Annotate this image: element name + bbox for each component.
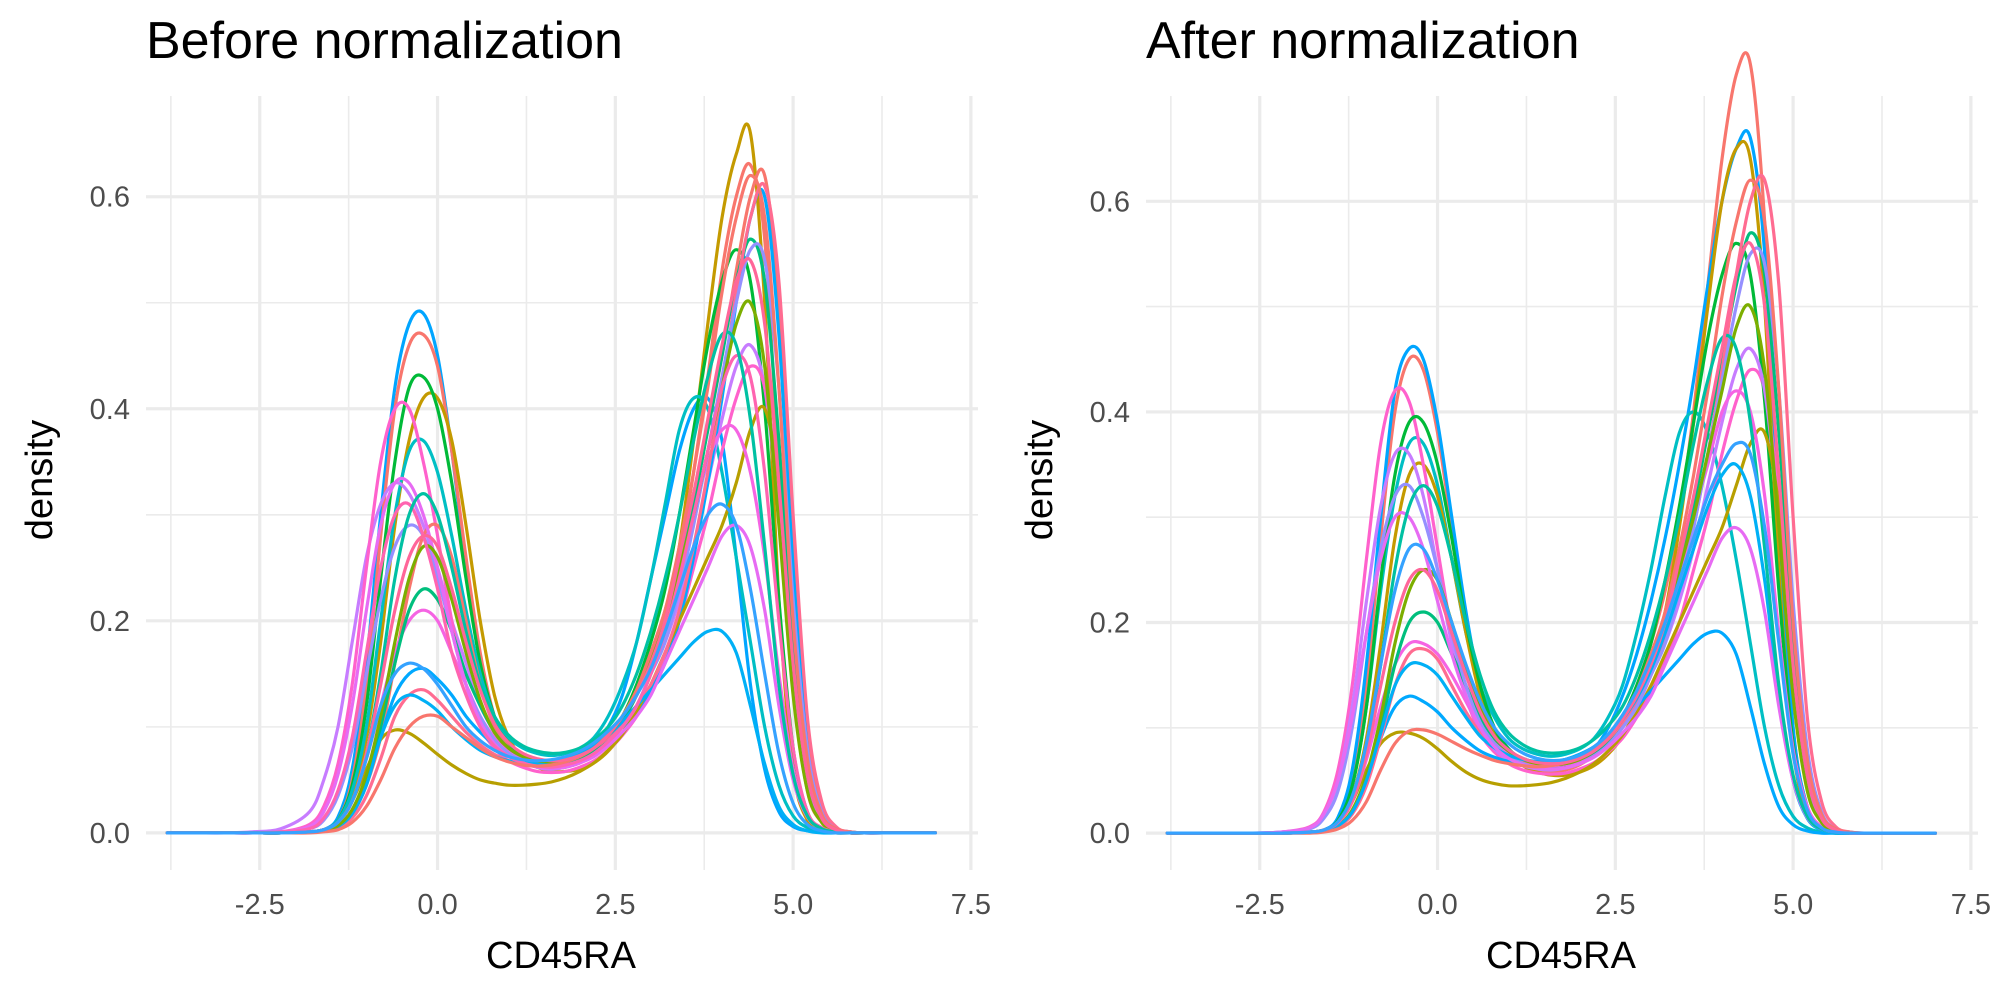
density-curve-4: [1165, 139, 1937, 835]
x-tick-label: 7.5: [951, 889, 991, 921]
y-tick-label: 0.0: [1090, 818, 1130, 850]
density-curve-16: [165, 476, 937, 835]
x-tick-label: 2.5: [1595, 889, 1635, 921]
y-tick-label: 0.2: [1090, 608, 1130, 640]
density-curve-8: [165, 167, 937, 835]
density-curve-16: [1165, 511, 1937, 835]
density-curve-12: [1165, 173, 1937, 835]
density-curves: [1165, 51, 1937, 835]
density-curve-20: [1165, 440, 1937, 835]
x-tick-label: 5.0: [1773, 889, 1813, 921]
density-curve-15: [1165, 462, 1937, 835]
density-curve-1: [1165, 51, 1937, 835]
x-tick-label: 5.0: [773, 889, 813, 921]
x-tick-label: -2.5: [1235, 889, 1285, 921]
x-axis-label: CD45RA: [1486, 935, 1637, 977]
density-curve-6: [1165, 241, 1937, 835]
density-curve-17: [1165, 178, 1937, 835]
density-curve-18: [1165, 333, 1937, 835]
density-curve-20: [165, 330, 937, 835]
density-curve-13: [1165, 246, 1937, 835]
density-curve-4: [165, 248, 937, 835]
panel-after-normalization: After normalization density CD45RA -2.5 0…: [1019, 12, 1991, 977]
tick-labels: -2.5 0.0 2.5 5.0 7.5 0.0 0.2 0.4 0.6: [90, 182, 991, 921]
y-tick-label: 0.6: [1090, 186, 1130, 218]
density-curve-2: [165, 161, 937, 835]
density-curve-18: [165, 353, 937, 835]
y-tick-label: 0.2: [90, 606, 130, 638]
x-tick-label: 0.0: [1417, 889, 1457, 921]
y-axis-label: density: [19, 420, 61, 540]
y-tick-label: 0.4: [1090, 397, 1130, 429]
density-curves: [165, 122, 937, 835]
x-tick-label: 7.5: [1951, 889, 1991, 921]
tick-labels: -2.5 0.0 2.5 5.0 7.5 0.0 0.2 0.4 0.6: [1090, 186, 1991, 921]
x-tick-label: 2.5: [595, 889, 635, 921]
density-curve-13: [165, 182, 937, 835]
density-curve-22: [165, 502, 937, 835]
y-tick-label: 0.6: [90, 182, 130, 214]
chart-title: Before normalization: [146, 12, 623, 70]
density-curve-19: [165, 173, 937, 835]
x-tick-label: -2.5: [235, 889, 285, 921]
density-curve-11: [1165, 231, 1937, 835]
density-curve-9: [165, 187, 937, 835]
density-curve-19: [1165, 240, 1937, 835]
y-tick-label: 0.0: [90, 818, 130, 850]
x-tick-label: 0.0: [417, 889, 457, 921]
x-axis-label: CD45RA: [486, 935, 637, 977]
density-curve-21: [165, 257, 937, 835]
y-axis-label: density: [1019, 420, 1061, 540]
y-tick-label: 0.4: [90, 394, 130, 426]
density-curve-14: [165, 242, 937, 835]
panel-before-normalization: Before normalization density CD45RA -2.5…: [19, 12, 991, 977]
density-curve-12: [165, 237, 937, 835]
chart-title: After normalization: [1146, 12, 1580, 70]
